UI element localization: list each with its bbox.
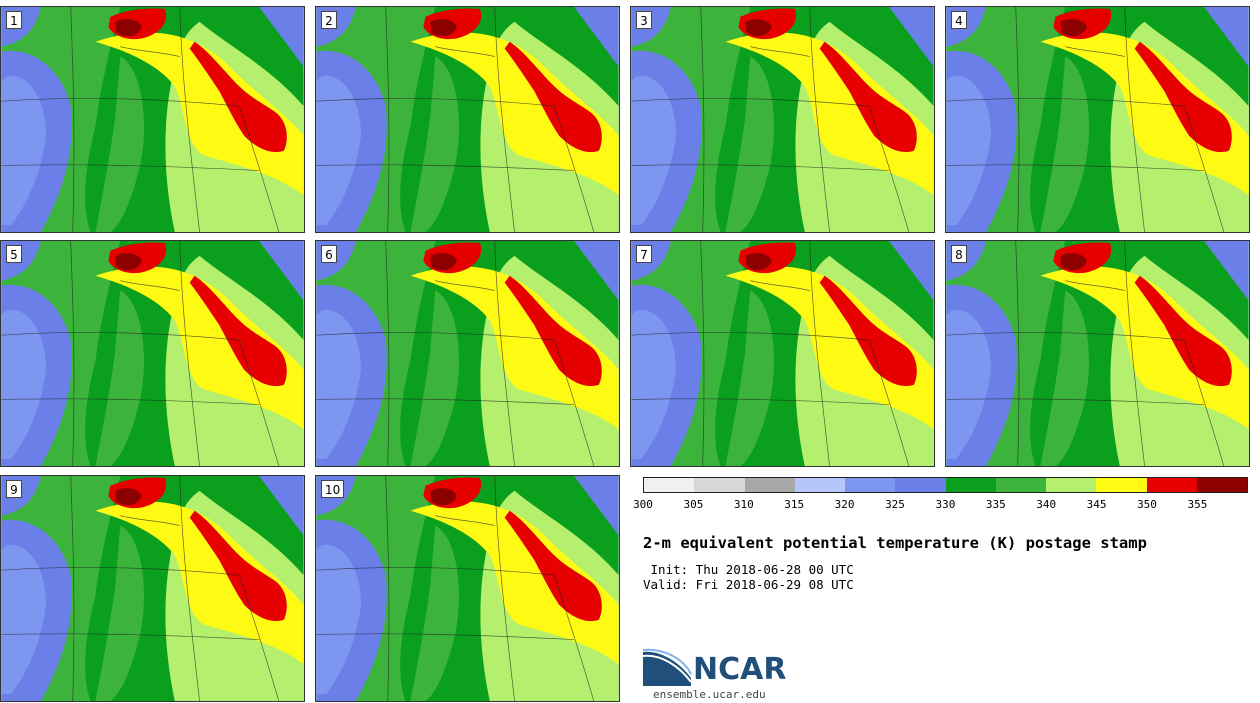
colorbar-tick: 315 (784, 498, 805, 511)
stamp-4: 4 (945, 6, 1250, 233)
map-7 (631, 241, 934, 466)
logo-url[interactable]: ensemble.ucar.edu (653, 688, 766, 701)
colorbar-swatch (1196, 478, 1247, 492)
map-4 (946, 7, 1249, 232)
colorbar-tick: 325 (885, 498, 905, 511)
map-9 (1, 476, 304, 701)
map-8 (946, 241, 1249, 466)
member-label: 5 (6, 245, 22, 263)
map-5 (1, 241, 304, 466)
colorbar-swatch (895, 478, 946, 492)
colorbar-swatch (1146, 478, 1197, 492)
stamp-9: 9 (0, 475, 305, 702)
member-label: 7 (636, 245, 652, 263)
member-label: 2 (321, 11, 337, 29)
member-label: 3 (636, 11, 652, 29)
colorbar-swatch (794, 478, 845, 492)
colorbar-swatch (694, 478, 745, 492)
stamp-5: 5 (0, 240, 305, 467)
colorbar-tick: 330 (935, 498, 956, 511)
stamp-7: 7 (630, 240, 935, 467)
colorbar-swatch (845, 478, 896, 492)
colorbar-tick: 340 (1036, 498, 1057, 511)
colorbar (643, 477, 1248, 493)
member-label: 6 (321, 245, 337, 263)
colorbar-tick: 335 (985, 498, 1006, 511)
stamp-8: 8 (945, 240, 1250, 467)
stamp-3: 3 (630, 6, 935, 233)
colorbar-swatch (945, 478, 996, 492)
ncar-logo-icon (643, 648, 692, 686)
colorbar-tick: 350 (1137, 498, 1157, 511)
colorbar-ticks: 300 305 310 315 320 325 330 335 340 345 … (633, 498, 1248, 512)
colorbar-swatch (995, 478, 1046, 492)
member-label: 9 (6, 480, 22, 498)
colorbar-tick: 310 (733, 498, 754, 511)
valid-time: Valid: Fri 2018-06-29 08 UTC (643, 577, 854, 592)
logo-text: NCAR (693, 652, 787, 687)
colorbar-tick: 305 (683, 498, 704, 511)
colorbar-swatch (744, 478, 795, 492)
stamp-2: 2 (315, 6, 620, 233)
figure-title: 2-m equivalent potential temperature (K)… (643, 534, 1147, 552)
stamp-6: 6 (315, 240, 620, 467)
stamp-10: 10 (315, 475, 620, 702)
member-label: 10 (321, 480, 345, 498)
colorbar-swatch (1046, 478, 1097, 492)
colorbar-tick: 320 (834, 498, 855, 511)
map-6 (316, 241, 619, 466)
stamp-1: 1 (0, 6, 305, 233)
colorbar-swatch (644, 478, 695, 492)
member-label: 1 (6, 11, 22, 29)
map-3 (631, 7, 934, 232)
map-1 (1, 7, 304, 232)
colorbar-swatch (1096, 478, 1147, 492)
member-label: 4 (951, 11, 967, 29)
init-time: Init: Thu 2018-06-28 00 UTC (643, 562, 854, 577)
member-label: 8 (951, 245, 967, 263)
map-2 (316, 7, 619, 232)
colorbar-tick: 300 (633, 498, 653, 511)
map-10 (316, 476, 619, 701)
colorbar-tick: 355 (1187, 498, 1208, 511)
colorbar-tick: 345 (1086, 498, 1107, 511)
